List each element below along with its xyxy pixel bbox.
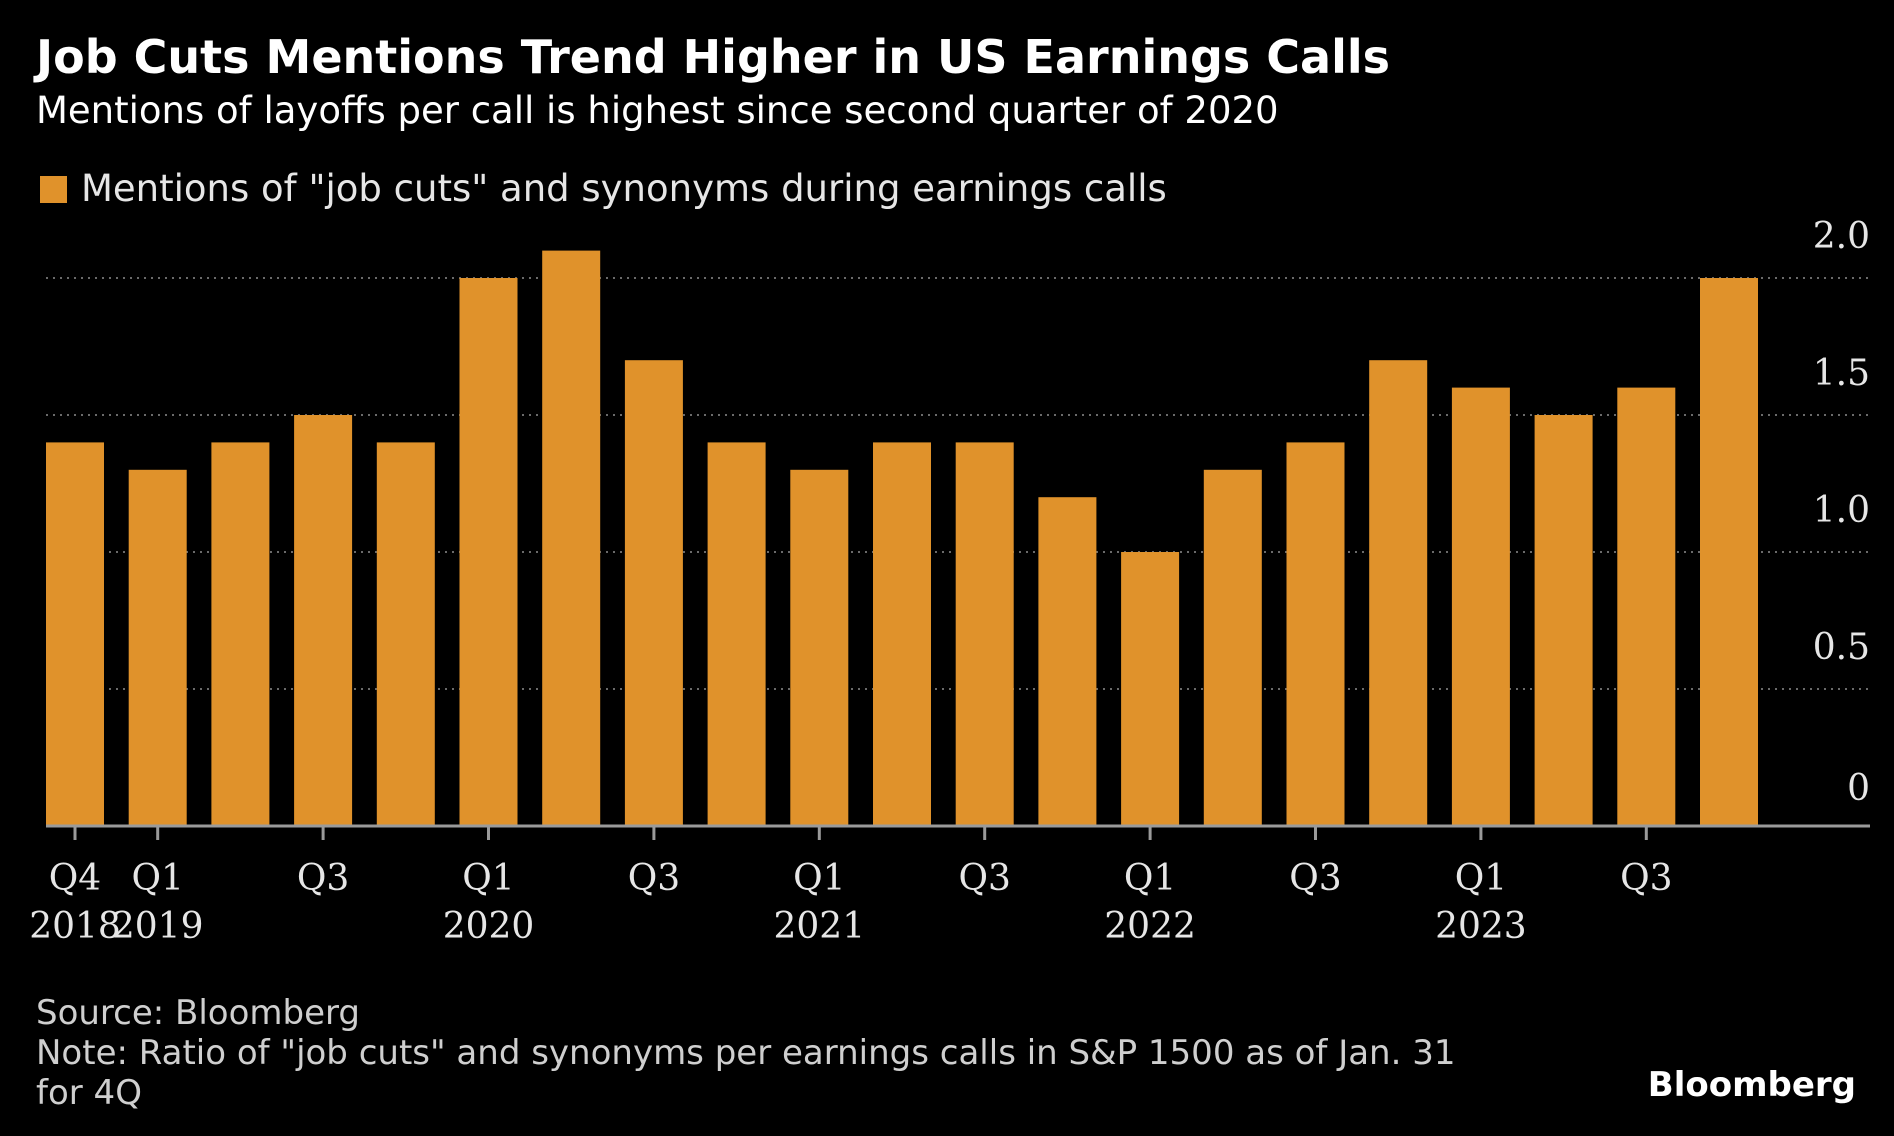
chart-title: Job Cuts Mentions Trend Higher in US Ear… (36, 30, 1390, 84)
y-tick-label-1: 0.5 (1813, 627, 1870, 668)
chart-subtitle: Mentions of layoffs per call is highest … (36, 89, 1279, 132)
bar-10 (873, 442, 931, 826)
bar-8 (707, 442, 766, 826)
bar-17 (1451, 387, 1510, 826)
bar-19 (1617, 387, 1676, 826)
x-tick-quarter-9: Q1 (1455, 858, 1507, 899)
bar-12 (1038, 497, 1097, 826)
bar-20 (1700, 278, 1758, 826)
methodology-note-continued: for 4Q (36, 1073, 142, 1113)
bar-13 (1121, 552, 1180, 826)
x-tick-year-7: 2022 (1104, 906, 1196, 947)
legend-label: Mentions of "job cuts" and synonyms duri… (81, 167, 1167, 210)
x-tick-quarter-0: Q4 (49, 858, 101, 899)
x-tick-year-1: 2019 (112, 906, 204, 947)
x-tick-year-9: 2023 (1435, 906, 1527, 947)
x-tick-quarter-5: Q1 (793, 858, 845, 899)
bar-5 (459, 278, 518, 826)
bar-4 (376, 442, 435, 826)
bar-16 (1369, 360, 1428, 826)
x-tick-quarter-10: Q3 (1620, 858, 1672, 899)
bar-1 (128, 469, 187, 826)
x-tick-quarter-7: Q1 (1124, 858, 1176, 899)
bar-18 (1534, 415, 1593, 826)
y-axis-labels: 0 0.5 1.0 1.5 2.0 (1813, 216, 1870, 809)
bar-6 (542, 250, 601, 827)
bloomberg-logo: Bloomberg (1647, 1065, 1856, 1105)
legend-swatch (40, 175, 67, 203)
bar-7 (624, 360, 683, 826)
bar-3 (294, 415, 353, 826)
footer: Source: Bloomberg Note: Ratio of "job cu… (36, 993, 1455, 1113)
x-tick-quarter-1: Q1 (131, 858, 183, 899)
x-tick-quarter-2: Q3 (297, 858, 349, 899)
bar-2 (211, 442, 270, 826)
y-tick-label-0: 0 (1847, 768, 1870, 809)
bar-14 (1203, 469, 1262, 826)
bars (46, 250, 1758, 827)
bar-15 (1286, 442, 1345, 826)
x-tick-year-0: 2018 (29, 906, 121, 947)
y-tick-label-3: 1.5 (1813, 353, 1870, 394)
y-tick-label-4: 2.0 (1813, 216, 1870, 257)
x-tick-year-3: 2020 (443, 906, 535, 947)
source-note: Source: Bloomberg (36, 993, 360, 1033)
x-tick-quarter-8: Q3 (1289, 858, 1341, 899)
bar-9 (790, 469, 849, 826)
x-tick-quarter-3: Q1 (462, 858, 514, 899)
x-tick-year-5: 2021 (773, 906, 865, 947)
x-tick-quarter-4: Q3 (628, 858, 680, 899)
x-tick-quarter-6: Q3 (958, 858, 1010, 899)
bar-11 (955, 442, 1014, 826)
y-tick-label-2: 1.0 (1813, 490, 1870, 531)
bar-0 (46, 442, 104, 826)
methodology-note: Note: Ratio of "job cuts" and synonyms p… (36, 1033, 1456, 1073)
legend: Mentions of "job cuts" and synonyms duri… (40, 166, 1167, 212)
